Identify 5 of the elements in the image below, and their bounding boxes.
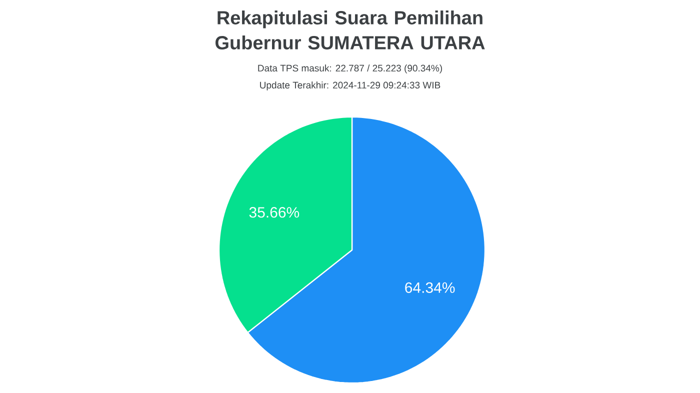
text: Update Terakhir: 2024-11-29 09:24:33 WIB xyxy=(260,82,440,90)
data-label: 64.34% xyxy=(405,282,455,293)
chart-subtitle: Data TPS masuk: 22.787 / 25.223 (90.34%) xyxy=(258,64,442,74)
chart-title: Rekapitulasi Suara Pemilihan Gubernur SUMATERA UTARA xyxy=(216,10,485,50)
data-label: 35.66% xyxy=(249,207,300,218)
